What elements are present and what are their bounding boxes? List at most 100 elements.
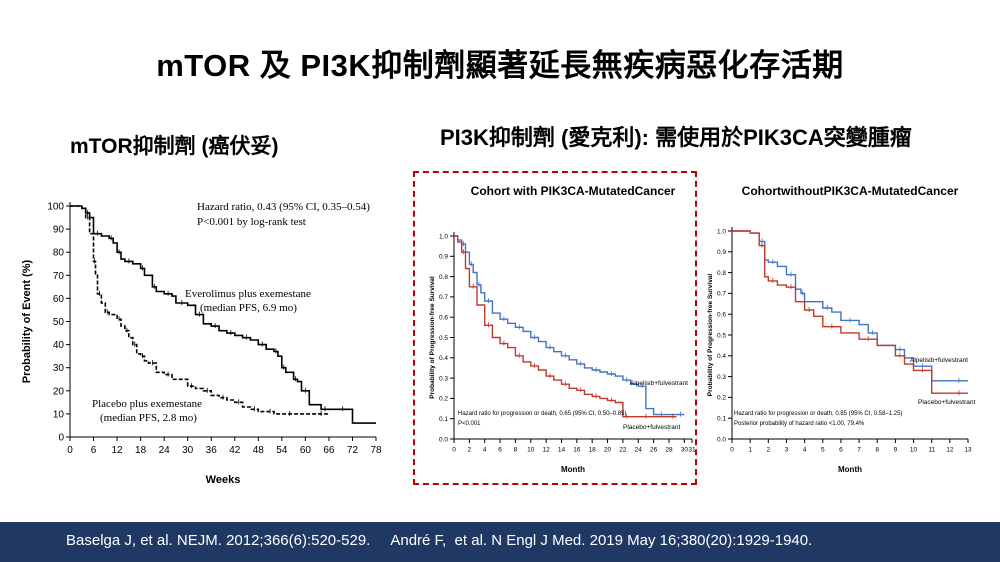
y-tick-label: 0.9 xyxy=(439,254,448,261)
hazard-annotation: Hazard ratio, 0.43 (95% CI, 0.35–0.54) xyxy=(197,201,370,213)
y-tick-label: 50 xyxy=(53,317,65,328)
y-tick-label: 0.9 xyxy=(717,249,726,256)
x-tick-label: 12 xyxy=(543,447,551,454)
y-axis-label: Probability of Event (%) xyxy=(21,259,33,383)
x-tick-label: 14 xyxy=(558,447,566,454)
x-tick-label: 0 xyxy=(452,447,456,454)
x-tick-label: 66 xyxy=(323,445,335,456)
y-tick-label: 0 xyxy=(58,433,64,444)
highlight-box xyxy=(413,171,697,485)
y-tick-label: 0.0 xyxy=(717,436,726,443)
footer-citation: Baselga J, et al. NEJM. 2012;366(6):520-… xyxy=(66,532,813,549)
hazard-annotation: P<0.001 xyxy=(458,421,481,427)
x-tick-label: 8 xyxy=(514,447,518,454)
series-label: Placebo+fulvestrant xyxy=(918,399,975,406)
x-tick-label: 10 xyxy=(527,447,535,454)
chart-title: Cohort with PIK3CA-MutatedCancer xyxy=(471,184,676,198)
x-tick-label: 30 xyxy=(182,445,194,456)
y-tick-label: 0.8 xyxy=(717,270,726,277)
y-tick-label: 100 xyxy=(47,202,64,213)
x-tick-label: 0 xyxy=(730,447,734,454)
x-tick-label: 4 xyxy=(483,447,487,454)
x-axis-label: Month xyxy=(561,465,585,474)
x-tick-label: 6 xyxy=(839,447,843,454)
chart-title: CohortwithoutPIK3CA-MutatedCancer xyxy=(742,184,959,198)
series-label: Placebo+fulvestrant xyxy=(623,424,680,431)
hazard-annotation: Posterior probability of hazard ratio <1… xyxy=(734,421,865,427)
y-tick-label: 80 xyxy=(53,248,65,259)
x-tick-label: 54 xyxy=(276,445,288,456)
x-tick-label: 13 xyxy=(964,447,972,454)
x-tick-label: 20 xyxy=(604,447,612,454)
right-subtitle: PI3K抑制劑 (愛克利): 需使用於PIK3CA突變腫瘤 xyxy=(440,125,912,150)
y-tick-label: 0.4 xyxy=(439,355,448,362)
y-tick-label: 0.2 xyxy=(717,395,726,402)
y-tick-label: 70 xyxy=(53,271,65,282)
x-tick-label: 1 xyxy=(748,447,752,454)
x-tick-label: 10 xyxy=(910,447,918,454)
series-line-2 xyxy=(454,235,677,418)
x-tick-label: 31 xyxy=(688,447,696,454)
x-axis-label: Month xyxy=(838,465,862,474)
slide-title: mTOR 及 PI3K抑制劑顯著延長無疾病惡化存活期 xyxy=(156,48,844,83)
x-tick-label: 12 xyxy=(946,447,954,454)
x-tick-label: 24 xyxy=(159,445,171,456)
series-label: Everolimus plus exemestane xyxy=(185,288,311,300)
y-tick-label: 0.4 xyxy=(717,353,726,360)
y-tick-label: 0.8 xyxy=(439,274,448,281)
series-line-2 xyxy=(732,230,968,394)
chart-everolimus: 0 6 12 18 24 30 36 42 48 54 60 66 72 78 0 10 20 30 40 50 60 7… xyxy=(21,201,382,486)
left-subtitle: mTOR抑制劑 (癌伏妥) xyxy=(70,135,279,158)
series-label-sub: (median PFS, 2.8 mo) xyxy=(100,412,197,424)
hazard-annotation: Hazard ratio for progression or death, 0… xyxy=(734,411,902,417)
x-tick-label: 8 xyxy=(875,447,879,454)
x-tick-label: 4 xyxy=(803,447,807,454)
series-label: Placebo plus exemestane xyxy=(92,398,202,410)
y-tick-label: 20 xyxy=(53,386,65,397)
x-axis-label: Weeks xyxy=(206,474,241,486)
y-tick-label: 0.5 xyxy=(717,332,726,339)
series-line-1 xyxy=(70,205,376,424)
x-tick-label: 48 xyxy=(253,445,265,456)
y-tick-label: 0.5 xyxy=(439,335,448,342)
y-tick-label: 10 xyxy=(53,409,65,420)
hazard-annotation: P<0.001 by log-rank test xyxy=(197,216,306,228)
y-axis-label: Probability of Progression-free Survival xyxy=(429,276,436,399)
y-tick-label: 60 xyxy=(53,294,65,305)
x-tick-label: 2 xyxy=(766,447,770,454)
y-tick-label: 0.7 xyxy=(439,294,448,301)
x-tick-label: 3 xyxy=(785,447,789,454)
x-tick-label: 78 xyxy=(370,445,382,456)
y-tick-label: 1.0 xyxy=(439,233,448,240)
x-tick-label: 12 xyxy=(112,445,124,456)
y-tick-label: 0.6 xyxy=(717,311,726,318)
y-axis-label: Probability of Progression-free Survival xyxy=(707,274,714,397)
y-tick-label: 0.3 xyxy=(717,374,726,381)
y-tick-label: 40 xyxy=(53,340,65,351)
x-tick-label: 60 xyxy=(300,445,312,456)
y-tick-label: 30 xyxy=(53,363,65,374)
y-tick-label: 90 xyxy=(53,225,65,236)
series-label: Alpelisib+fulvestrant xyxy=(910,357,968,364)
y-tick-label: 0.7 xyxy=(717,291,726,298)
y-tick-label: 0.0 xyxy=(439,436,448,443)
x-tick-label: 5 xyxy=(821,447,825,454)
x-tick-label: 36 xyxy=(206,445,218,456)
x-tick-label: 6 xyxy=(498,447,502,454)
x-tick-label: 42 xyxy=(229,445,241,456)
series-line-1 xyxy=(732,230,968,382)
series-line-2 xyxy=(70,205,329,415)
x-tick-label: 26 xyxy=(650,447,658,454)
y-tick-label: 0.6 xyxy=(439,314,448,321)
x-tick-label: 30 xyxy=(681,447,689,454)
y-tick-label: 0.1 xyxy=(717,415,726,422)
y-tick-label: 1.0 xyxy=(717,228,726,235)
x-tick-label: 0 xyxy=(67,445,73,456)
x-tick-label: 6 xyxy=(91,445,97,456)
series-label-sub: (median PFS, 6.9 mo) xyxy=(200,302,297,314)
y-tick-label: 0.1 xyxy=(439,416,448,423)
y-tick-label: 0.2 xyxy=(439,396,448,403)
x-tick-label: 28 xyxy=(665,447,673,454)
